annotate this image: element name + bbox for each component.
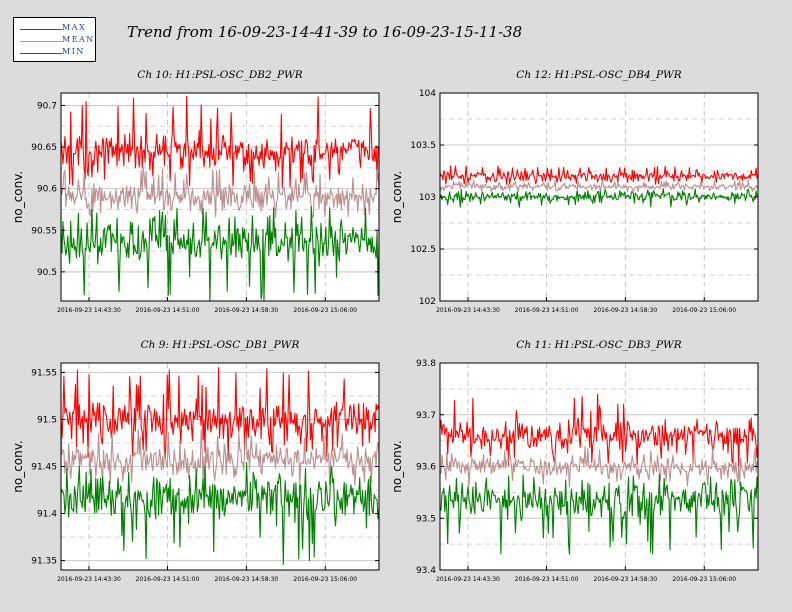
y-tick-label: 91.45	[31, 463, 57, 473]
legend-swatch-max	[20, 29, 62, 30]
y-axis-label: no_conv.	[11, 440, 25, 492]
y-tick-label: 91.35	[31, 557, 57, 567]
legend-label-mean: MEAN	[62, 35, 95, 44]
x-tick-label: 2016-09-23 14:43:30	[57, 307, 121, 314]
x-tick-label: 2016-09-23 14:58:30	[594, 576, 658, 583]
legend-swatch-mean	[20, 41, 62, 42]
x-tick-label: 2016-09-23 14:43:30	[57, 576, 121, 583]
chart-title: Ch 12: H1:PSL-OSC_DB4_PWR	[516, 69, 682, 81]
series-line-max	[60, 366, 380, 458]
y-tick-label: 104	[419, 89, 436, 99]
figure-title: Trend from 16-09-23-14-41-39 to 16-09-23…	[127, 23, 523, 41]
chart-panel-2: 102 102.5 103 103.5 104 2016-09-23 14:43:30 20…	[390, 69, 759, 314]
series-line-min	[439, 473, 759, 555]
y-axis-label: no_conv.	[390, 171, 404, 223]
y-tick-label: 102.5	[410, 245, 436, 255]
series-line-max	[439, 165, 759, 185]
y-tick-label: 90.65	[31, 143, 57, 153]
x-tick-label: 2016-09-23 14:51:00	[136, 307, 200, 314]
series-line-max	[439, 393, 759, 467]
x-tick-label: 2016-09-23 14:51:00	[136, 576, 200, 583]
y-tick-label: 102	[419, 297, 436, 307]
y-axis-label: no_conv.	[390, 440, 404, 492]
chart-panel-4: 93.4 93.5 93.6 93.7 93.8 2016-09-23 14:43:30 2…	[390, 339, 759, 583]
y-tick-label: 93.6	[416, 463, 436, 473]
series-line-max	[60, 95, 380, 188]
x-tick-label: 2016-09-23 14:51:00	[515, 576, 579, 583]
y-axis-label: no_conv.	[11, 171, 25, 223]
y-tick-label: 91.4	[37, 510, 57, 520]
x-tick-label: 2016-09-23 14:51:00	[515, 307, 579, 314]
series-line-min	[60, 461, 380, 566]
x-tick-label: 2016-09-23 14:58:30	[215, 307, 279, 314]
legend-swatch-min	[20, 53, 62, 54]
x-tick-label: 2016-09-23 15:06:00	[672, 576, 736, 583]
chart-panel-3: 91.35 91.4 91.45 91.5 91.55 2016-09-23 14:43:…	[11, 339, 380, 583]
legend-label-max: MAX	[62, 23, 87, 32]
y-tick-label: 90.6	[37, 185, 57, 195]
x-tick-label: 2016-09-23 14:43:30	[436, 307, 500, 314]
series-line-mean	[60, 428, 380, 486]
y-tick-label: 93.7	[416, 411, 436, 421]
y-tick-label: 93.8	[416, 359, 436, 369]
y-tick-label: 103.5	[410, 141, 436, 151]
plot-frame	[60, 92, 380, 302]
y-tick-label: 90.55	[31, 226, 57, 236]
y-tick-label: 103	[419, 193, 436, 203]
y-tick-label: 90.5	[37, 268, 57, 278]
legend-item-max: MAX	[14, 23, 95, 35]
legend-label-min: MIN	[62, 47, 85, 56]
legend-item-mean: MEAN	[14, 35, 95, 47]
chart-title: Ch 9: H1:PSL-OSC_DB1_PWR	[141, 339, 300, 351]
x-tick-label: 2016-09-23 15:06:00	[672, 307, 736, 314]
series-line-mean	[60, 167, 380, 218]
series-line-min	[60, 206, 380, 302]
series-line-mean	[439, 179, 759, 193]
y-tick-label: 93.5	[416, 514, 436, 524]
series-line-min	[439, 188, 759, 208]
legend: MAX MEAN MIN	[13, 17, 96, 62]
y-tick-label: 93.4	[416, 566, 436, 576]
series-line-mean	[439, 445, 759, 488]
x-tick-label: 2016-09-23 15:06:00	[293, 307, 357, 314]
x-tick-label: 2016-09-23 14:43:30	[436, 576, 500, 583]
legend-item-min: MIN	[14, 47, 95, 59]
chart-title: Ch 10: H1:PSL-OSC_DB2_PWR	[137, 69, 303, 81]
x-tick-label: 2016-09-23 14:58:30	[594, 307, 658, 314]
y-tick-label: 91.55	[31, 368, 57, 378]
chart-title: Ch 11: H1:PSL-OSC_DB3_PWR	[516, 339, 682, 351]
y-tick-label: 90.7	[37, 101, 57, 111]
y-tick-label: 91.5	[37, 415, 57, 425]
chart-panel-1: 90.5 90.55 90.6 90.65 90.7 2016-09-23 14:43:3…	[11, 69, 380, 314]
x-tick-label: 2016-09-23 15:06:00	[293, 576, 357, 583]
x-tick-label: 2016-09-23 14:58:30	[215, 576, 279, 583]
